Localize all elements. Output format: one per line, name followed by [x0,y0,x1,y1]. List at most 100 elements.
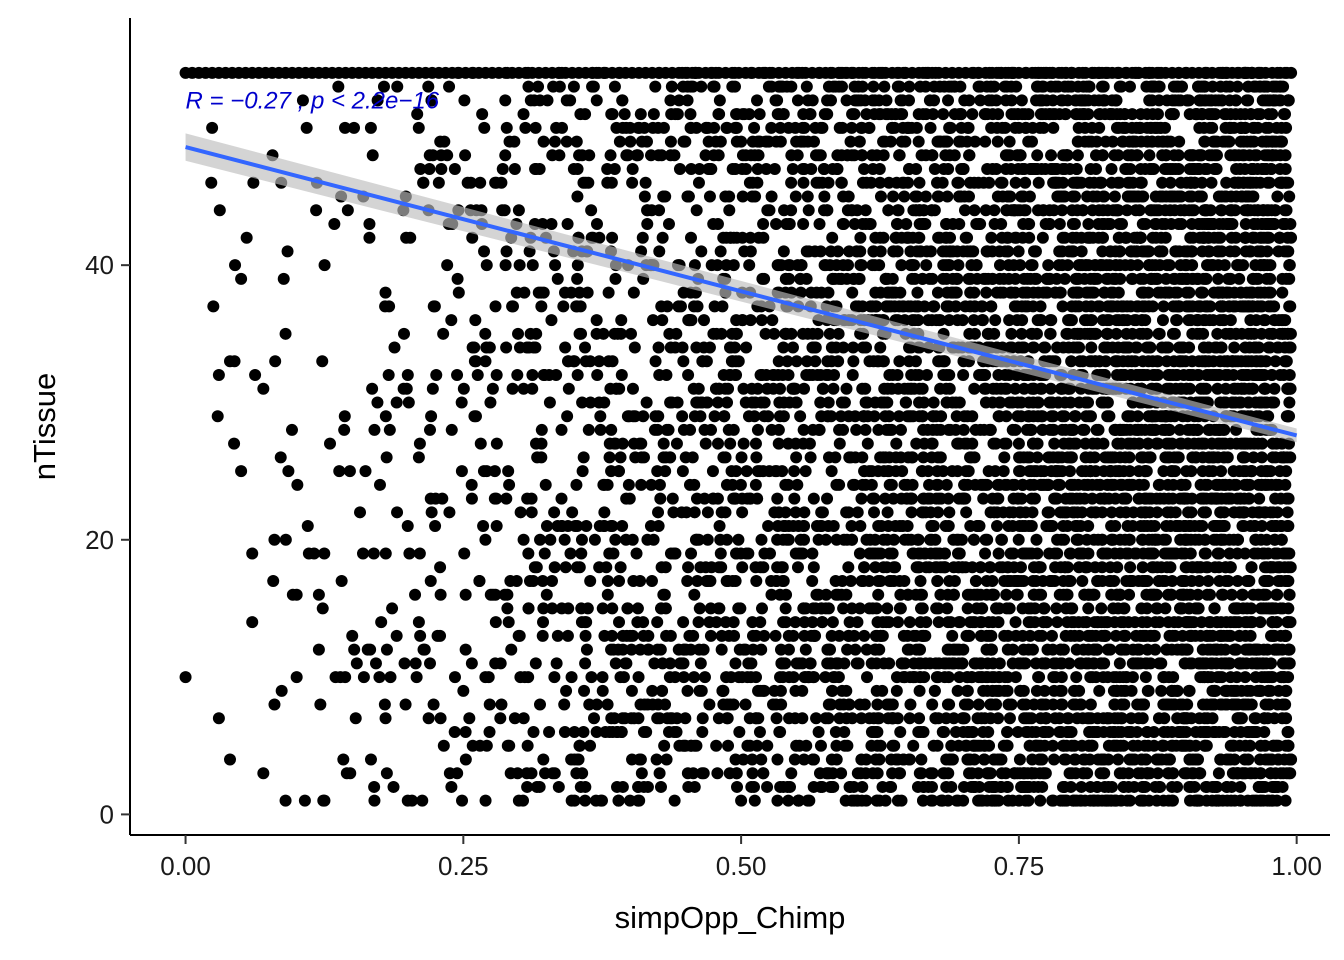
data-point [931,739,944,752]
data-point [850,423,863,436]
data-point [942,259,955,272]
data-point [1262,410,1275,423]
data-point [858,629,871,642]
data-point [630,149,643,162]
data-point [1071,176,1084,189]
data-point [970,574,983,587]
data-point [443,80,456,93]
data-point [1280,66,1293,79]
data-point [697,314,710,327]
data-point [474,437,487,450]
data-point [903,616,916,629]
data-point [1183,341,1196,354]
data-point [1280,272,1293,285]
data-point [1239,616,1252,629]
data-point [841,643,854,656]
data-point [1017,190,1030,203]
data-point [730,314,743,327]
data-point [337,753,350,766]
data-point [786,382,799,395]
data-point [571,259,584,272]
data-point [579,341,592,354]
data-point [1056,698,1069,711]
data-point [979,547,992,560]
data-point [796,163,809,176]
data-point [495,698,508,711]
data-point [425,94,438,107]
data-point [1070,286,1083,299]
data-point [790,739,803,752]
data-point [494,657,507,670]
data-point [677,616,690,629]
data-point [1048,547,1061,560]
data-point [1120,327,1133,340]
data-point [818,190,831,203]
data-point [657,437,670,450]
data-point [860,643,873,656]
data-point [490,369,503,382]
data-point [371,396,384,409]
data-point [1283,547,1296,560]
data-point [211,410,224,423]
data-point [379,410,392,423]
data-point [1102,272,1115,285]
data-point [213,204,226,217]
data-point [779,602,792,615]
data-point [685,547,698,560]
data-point [403,547,416,560]
data-point [840,94,853,107]
data-point [316,602,329,615]
data-point [777,341,790,354]
data-point [798,121,811,134]
data-point [651,712,664,725]
data-point [1268,300,1281,313]
data-point [1111,355,1124,368]
data-point [1262,574,1275,587]
data-point [616,94,629,107]
data-point [1046,574,1059,587]
data-point [1096,561,1109,574]
data-point [894,767,907,780]
data-point [1280,492,1293,505]
data-point [480,341,493,354]
data-point [371,94,384,107]
data-point [731,780,744,793]
data-point [1028,492,1041,505]
data-point [558,698,571,711]
data-point [903,712,916,725]
data-point [459,643,472,656]
data-point [384,671,397,684]
data-point [1013,794,1026,807]
data-point [339,121,352,134]
data-point [988,204,1001,217]
data-point [1093,108,1106,121]
data-point [1036,423,1049,436]
data-point [1253,684,1266,697]
data-point [845,520,858,533]
data-point [1185,780,1198,793]
data-point [471,369,484,382]
data-point [545,217,558,230]
data-point [856,451,869,464]
data-point [973,217,986,230]
data-point [1272,574,1285,587]
data-point [706,465,719,478]
data-point [743,259,756,272]
data-point [1003,135,1016,148]
data-point [364,121,377,134]
data-point [928,684,941,697]
data-point [1173,423,1186,436]
data-point [605,108,618,121]
data-point [1118,698,1131,711]
data-point [684,423,697,436]
data-point [899,396,912,409]
data-point [1281,451,1294,464]
data-point [761,382,774,395]
data-point [710,616,723,629]
data-point [838,739,851,752]
data-point [798,616,811,629]
data-point [703,698,716,711]
data-point [767,698,780,711]
data-point [736,506,749,519]
